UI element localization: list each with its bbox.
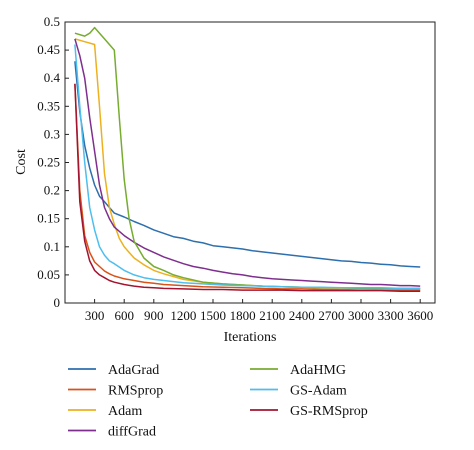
legend-label-diffgrad: diffGrad <box>108 425 156 440</box>
series-line-diffgrad <box>74 38 421 287</box>
series-line-rmsprop <box>74 83 421 291</box>
legend-label-adahmg: AdaHMG <box>290 363 346 378</box>
legend: AdaGrad RMSprop Adam diffGrad AdaHMG GS-Adam G… <box>68 363 368 440</box>
y-tick-label: 0.3 <box>44 126 60 141</box>
y-tick-label: 0.5 <box>44 14 60 29</box>
x-tick-label: 300 <box>85 308 105 323</box>
series-line-adagrad <box>74 61 421 268</box>
series-line-gs-adam <box>74 44 421 290</box>
y-tick-label: 0.4 <box>44 70 61 85</box>
series-line-gs-rmsprop <box>74 83 421 292</box>
y-tick-label: 0 <box>54 295 61 310</box>
x-tick-label: 900 <box>144 308 164 323</box>
y-tick-label: 0.15 <box>37 211 60 226</box>
series-lines <box>74 26 421 292</box>
x-axis-title: Iterations <box>224 330 277 345</box>
x-tick-label: 1800 <box>230 308 256 323</box>
y-tick-label: 0.35 <box>37 98 60 113</box>
legend-label-gs-rmsprop: GS-RMSprop <box>290 404 368 419</box>
legend-label-gs-adam: GS-Adam <box>290 384 347 399</box>
x-tick-label: 3000 <box>348 308 374 323</box>
y-tick-label: 0.2 <box>44 183 60 198</box>
y-tick-label: 0.05 <box>37 267 60 282</box>
y-axis-title: Cost <box>14 149 29 175</box>
x-tick-label: 1200 <box>170 308 196 323</box>
x-tick-label: 3600 <box>407 308 433 323</box>
x-tick-label: 2700 <box>318 308 344 323</box>
x-tick-label: 1500 <box>200 308 226 323</box>
y-axis-ticks: 0 0.05 0.1 0.15 0.2 0.25 0.3 0.35 0.4 0.45 0.5 <box>37 14 69 310</box>
x-tick-label: 3300 <box>378 308 404 323</box>
y-tick-label: 0.1 <box>44 239 60 254</box>
legend-label-adam: Adam <box>108 404 142 419</box>
x-axis-ticks: 300 600 900 1200 1500 1800 2100 2400 2700 3000 330… <box>85 299 433 323</box>
x-tick-label: 2400 <box>289 308 315 323</box>
legend-label-adagrad: AdaGrad <box>108 363 159 378</box>
y-tick-label: 0.25 <box>37 155 60 170</box>
x-tick-label: 2100 <box>259 308 285 323</box>
x-tick-label: 600 <box>114 308 134 323</box>
legend-label-rmsprop: RMSprop <box>108 384 163 399</box>
y-tick-label: 0.45 <box>37 42 60 57</box>
